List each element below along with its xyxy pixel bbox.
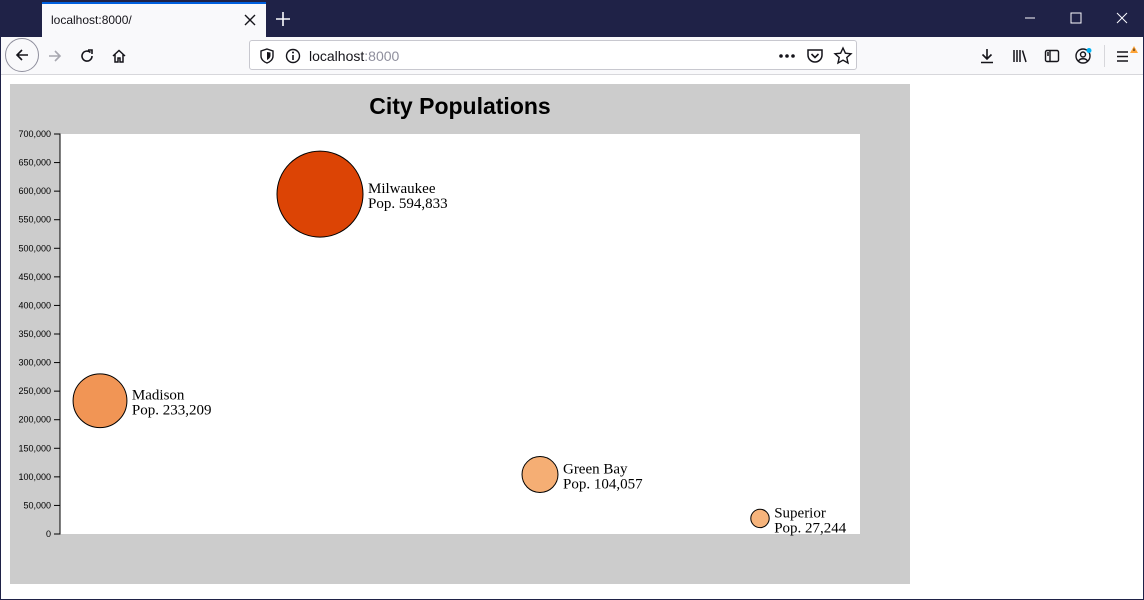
url-port: :8000	[364, 48, 400, 64]
chart-panel: City Populations 0 50,000 100,000 150,000 20…	[10, 84, 910, 584]
bubble-city-label: Madison	[132, 388, 185, 404]
navigation-toolbar: localhost:8000	[1, 37, 1143, 75]
tab-title: localhost:8000/	[51, 13, 132, 27]
bubble-population-label: Pop. 233,209	[132, 403, 212, 419]
y-tick-label: 350,000	[18, 329, 51, 339]
y-tick-label: 50,000	[23, 500, 51, 510]
bubble-population-label: Pop. 104,057	[563, 477, 643, 493]
reload-button[interactable]	[71, 40, 103, 72]
bubble-population-label: Pop. 594,833	[368, 196, 448, 212]
home-button[interactable]	[103, 40, 135, 72]
maximize-icon[interactable]	[1053, 1, 1099, 35]
plot-area	[60, 134, 860, 534]
y-tick-label: 400,000	[18, 300, 51, 310]
bubble-circle[interactable]	[521, 456, 559, 494]
bubble-city-label: Green Bay	[563, 462, 628, 478]
y-tick-label: 550,000	[18, 215, 51, 225]
y-tick-label: 150,000	[18, 443, 51, 453]
bubble-population-label: Pop. 27,244	[774, 520, 847, 536]
toolbar-divider	[1104, 45, 1105, 67]
back-button[interactable]	[5, 38, 39, 72]
tab-strip: localhost:8000/	[1, 1, 1143, 37]
y-tick-label: 450,000	[18, 272, 51, 282]
bubble-city-label: Superior	[774, 505, 826, 521]
page-content: City Populations 0 50,000 100,000 150,000 20…	[1, 75, 1143, 599]
y-tick-label: 0	[46, 529, 51, 539]
minimize-icon[interactable]	[1007, 1, 1053, 35]
y-axis: 0 50,000 100,000 150,000 200,000 250,000 300,0…	[18, 129, 61, 539]
bookmark-star-icon[interactable]	[833, 46, 853, 66]
bubble-circle[interactable]	[276, 150, 364, 238]
bubble-circle[interactable]	[750, 508, 770, 529]
y-tick-label: 700,000	[18, 129, 51, 139]
close-window-icon[interactable]	[1099, 1, 1143, 35]
bubble-chart: City Populations 0 50,000 100,000 150,000 20…	[18, 93, 860, 539]
y-tick-label: 100,000	[18, 472, 51, 482]
bubble-circle[interactable]	[72, 373, 128, 429]
close-tab-icon[interactable]	[242, 12, 258, 28]
downloads-icon[interactable]	[971, 40, 1003, 72]
shield-icon[interactable]	[258, 47, 276, 65]
bubble-city-label: Milwaukee	[368, 181, 436, 197]
y-tick-label: 500,000	[18, 243, 51, 253]
browser-tab[interactable]: localhost:8000/	[42, 2, 266, 37]
url-text[interactable]: localhost:8000	[309, 48, 399, 64]
info-icon[interactable]	[284, 47, 302, 65]
y-tick-label: 200,000	[18, 415, 51, 425]
forward-button[interactable]	[39, 40, 71, 72]
chart-title: City Populations	[369, 93, 550, 119]
menu-icon[interactable]	[1109, 40, 1141, 72]
y-tick-label: 300,000	[18, 358, 51, 368]
y-tick-label: 600,000	[18, 186, 51, 196]
sidebar-icon[interactable]	[1036, 40, 1068, 72]
url-host: localhost	[309, 48, 365, 64]
new-tab-icon[interactable]	[273, 9, 293, 29]
pocket-icon[interactable]	[805, 46, 825, 66]
y-tick-label: 650,000	[18, 158, 51, 168]
more-actions-icon[interactable]	[777, 46, 797, 66]
account-icon[interactable]	[1068, 40, 1100, 72]
address-bar[interactable]: localhost:8000	[249, 40, 857, 70]
y-tick-label: 250,000	[18, 386, 51, 396]
library-icon[interactable]	[1004, 40, 1036, 72]
